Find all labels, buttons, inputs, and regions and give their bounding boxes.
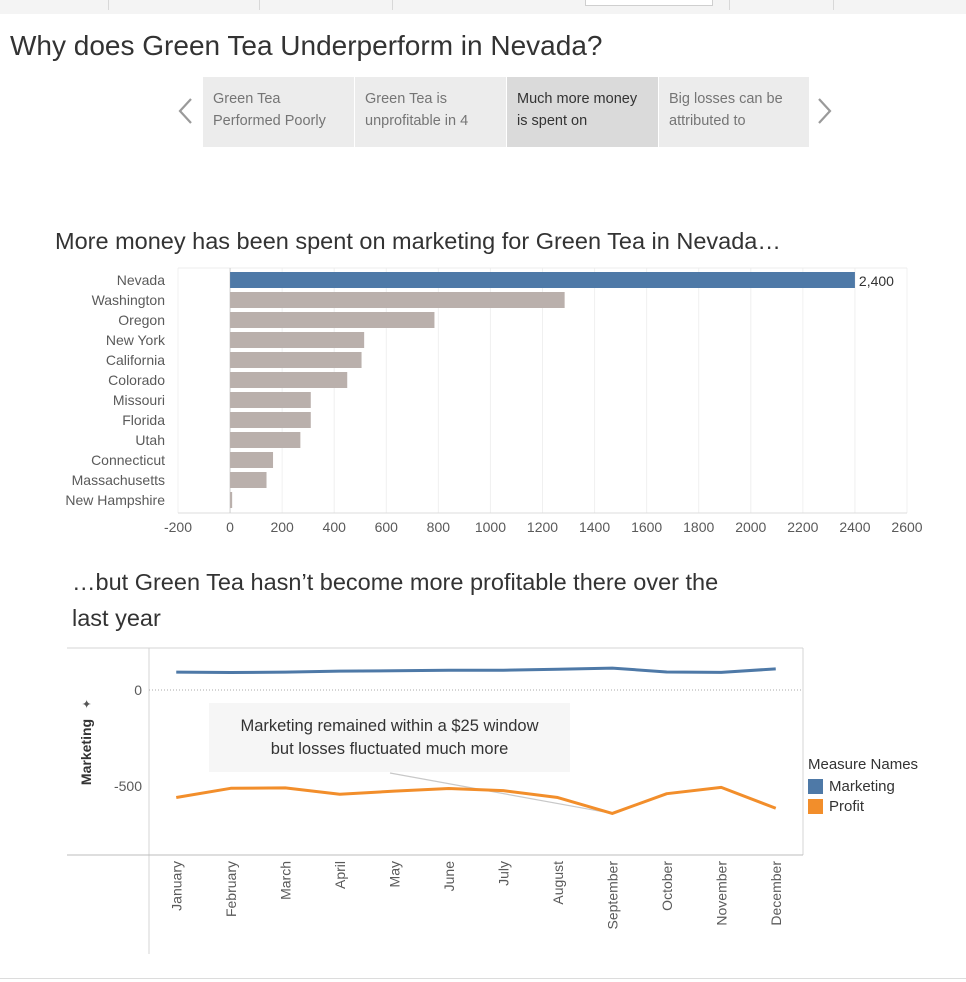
legend-swatch <box>808 779 823 794</box>
toolbar-divider <box>833 0 834 10</box>
category-label: Florida <box>122 412 165 428</box>
story-point-text: Much more money <box>517 91 638 107</box>
bar <box>230 392 311 408</box>
line-chart-title-line1: …but Green Tea hasn’t become more profit… <box>72 569 719 595</box>
story-point-4[interactable]: Big losses can be attributed to <box>659 77 809 147</box>
story-point-1[interactable]: Green Tea Performed Poorly <box>203 77 354 147</box>
category-label: Connecticut <box>91 452 165 468</box>
category-label: Washington <box>92 292 165 308</box>
line-chart-title-line2: last year <box>72 605 161 631</box>
bar <box>230 492 233 508</box>
bar-chart-title: More money has been spent on marketing f… <box>55 228 781 254</box>
chevron-right-icon[interactable] <box>816 96 834 132</box>
category-label: New York <box>106 332 166 348</box>
legend-swatch <box>808 799 823 814</box>
category-label: Oregon <box>118 312 165 328</box>
story-point-text: Green Tea <box>213 91 281 107</box>
bar <box>230 372 348 388</box>
y-tick-label: -500 <box>114 778 142 794</box>
x-tick-label: September <box>604 861 620 930</box>
category-label: Utah <box>135 432 165 448</box>
x-tick-label: 2000 <box>735 519 766 535</box>
legend-title: Measure Names <box>808 756 919 773</box>
legend-label: Profit <box>829 798 865 815</box>
story-point-3-active[interactable]: Much more money is spent on <box>507 77 658 147</box>
x-tick-label: 0 <box>226 519 234 535</box>
category-label: New Hampshire <box>65 492 165 508</box>
story-point-text: Big losses can be <box>669 91 783 107</box>
x-tick-label: November <box>713 861 729 926</box>
y-axis-label: Marketing <box>78 719 94 785</box>
legend-item-profit[interactable]: Profit <box>808 798 918 815</box>
category-label: California <box>106 352 165 368</box>
x-tick-label: June <box>441 861 457 892</box>
x-tick-label: March <box>277 861 293 900</box>
bar <box>230 292 565 308</box>
toolbar-divider <box>392 0 393 10</box>
x-tick-label: 1000 <box>475 519 506 535</box>
toolbar-divider <box>259 0 260 10</box>
x-tick-label: 600 <box>375 519 399 535</box>
bar <box>230 432 301 448</box>
category-label: Colorado <box>108 372 165 388</box>
x-tick-label: 1800 <box>683 519 714 535</box>
x-tick-label: May <box>386 861 402 887</box>
annotation-callout: Marketing remained within a $25 window b… <box>209 703 570 772</box>
x-tick-label: April <box>332 861 348 889</box>
x-tick-label: 1400 <box>579 519 610 535</box>
x-tick-label: 800 <box>427 519 451 535</box>
line-chart: 0 -500 Marketing ✦ January February March April… <box>67 647 804 954</box>
bar <box>230 412 311 428</box>
x-tick-label: July <box>495 861 511 886</box>
chevron-left-icon[interactable] <box>176 96 194 132</box>
story-point-2[interactable]: Green Tea is unprofitable in 4 <box>355 77 506 147</box>
dashboard-title: Why does Green Tea Underperform in Nevad… <box>10 30 603 61</box>
series-line-marketing <box>176 666 776 675</box>
legend-label: Marketing <box>829 778 895 795</box>
x-tick-label: 1600 <box>631 519 662 535</box>
legend: Measure Names Marketing Profit <box>808 756 918 818</box>
category-label: Nevada <box>117 272 165 288</box>
x-tick-label: 1200 <box>527 519 558 535</box>
toolbar-box[interactable] <box>585 0 713 6</box>
story-point-text: attributed to <box>669 113 746 129</box>
x-tick-label: January <box>168 861 184 911</box>
x-tick-label: 2200 <box>787 519 818 535</box>
x-tick-label: 2600 <box>891 519 922 535</box>
data-label: 2,400 <box>859 273 894 289</box>
x-tick-label: 2400 <box>839 519 870 535</box>
bottom-divider <box>0 978 966 979</box>
toolbar-divider <box>108 0 109 10</box>
callout-line: Marketing remained within a $25 window <box>240 717 539 735</box>
bar <box>230 272 855 288</box>
bar <box>230 352 362 368</box>
category-label: Missouri <box>113 392 165 408</box>
story-point-text: unprofitable in 4 <box>365 113 469 129</box>
series-line-profit <box>175 785 777 815</box>
x-tick-label: August <box>550 861 566 905</box>
y-tick-label: 0 <box>134 682 142 698</box>
story-point-text: Green Tea is <box>365 91 447 107</box>
x-tick-label: December <box>768 861 784 926</box>
bar <box>230 312 435 328</box>
bar-chart: Nevada Washington Oregon New York California… <box>65 267 923 535</box>
category-label: Massachusetts <box>72 472 165 488</box>
x-tick-label: 400 <box>323 519 347 535</box>
x-tick-label: October <box>659 861 675 911</box>
x-tick-label: -200 <box>164 519 192 535</box>
callout-connector <box>389 772 613 815</box>
bar <box>230 332 365 348</box>
toolbar-divider <box>729 0 730 10</box>
legend-item-marketing[interactable]: Marketing <box>808 778 918 795</box>
story-point-text: Performed Poorly <box>213 113 326 129</box>
pin-icon: ✦ <box>80 699 94 709</box>
bar <box>230 472 267 488</box>
x-tick-label: February <box>223 861 239 917</box>
x-tick-label: 200 <box>270 519 294 535</box>
bar <box>230 452 274 468</box>
top-toolbar-strip <box>0 0 966 14</box>
callout-line: but losses fluctuated much more <box>270 740 509 758</box>
story-point-text: is spent on <box>517 113 588 129</box>
